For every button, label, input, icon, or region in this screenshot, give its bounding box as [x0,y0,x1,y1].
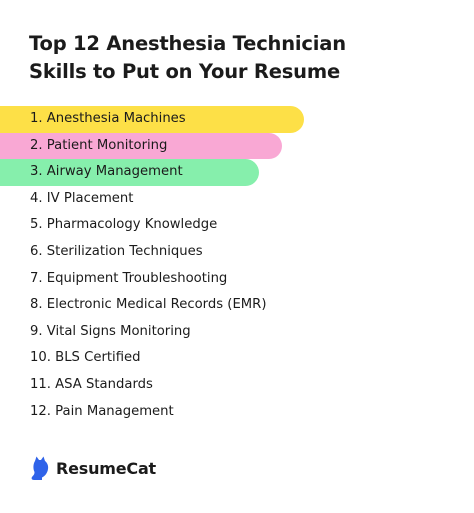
title-line-1: Top 12 Anesthesia Technician [29,32,346,55]
skill-item: 5. Pharmacology Knowledge [30,217,218,233]
cat-icon [31,456,49,480]
page-title: Top 12 Anesthesia Technician Skills to P… [29,30,459,86]
skill-item: 9. Vital Signs Monitoring [30,323,191,339]
skill-item: 7. Equipment Troubleshooting [30,270,228,286]
skill-item: 2. Patient Monitoring [0,132,282,160]
skill-item: 3. Airway Management [0,159,259,186]
skill-item: 10. BLS Certified [30,350,141,366]
cat-icon-shape [31,456,49,480]
brand-name: ResumeCat [56,458,156,478]
skill-item: 1. Anesthesia Machines [0,106,304,133]
skill-item: 8. Electronic Medical Records (EMR) [30,297,267,313]
skill-item: 6. Sterilization Techniques [30,243,203,259]
skill-item: 12. Pain Management [30,403,174,419]
skills-list: 1. Anesthesia Machines 2. Patient Monito… [0,106,304,425]
skill-item: 11. ASA Standards [30,376,153,392]
resumecat-logo[interactable]: ResumeCat [30,454,156,482]
skill-item: 4. IV Placement [30,190,134,206]
title-line-2: Skills to Put on Your Resume [29,60,341,83]
